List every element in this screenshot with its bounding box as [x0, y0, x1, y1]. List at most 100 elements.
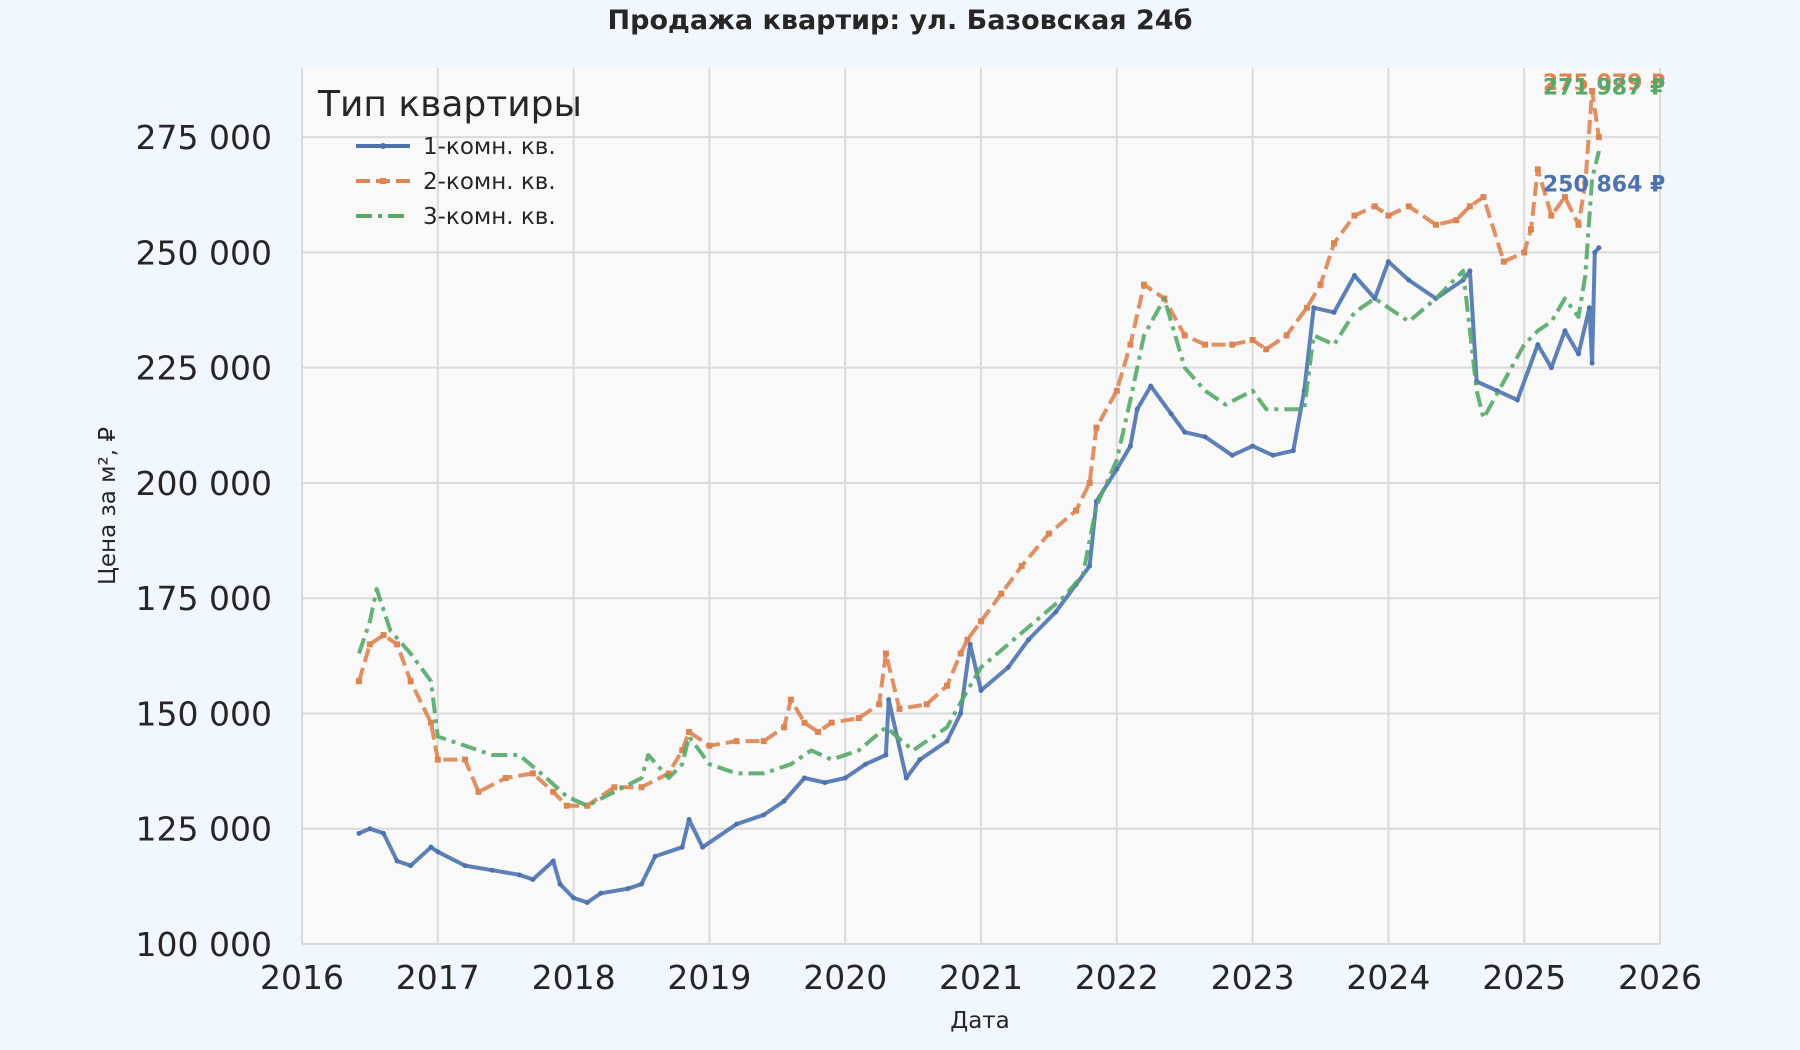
data-point: [1467, 268, 1473, 274]
data-point: [1202, 341, 1209, 348]
end-value-label: 271 987 ₽: [1543, 75, 1665, 100]
data-point: [1596, 245, 1602, 251]
data-point: [1140, 281, 1147, 288]
data-point: [356, 678, 363, 685]
data-point: [516, 872, 522, 878]
data-point: [1371, 203, 1378, 210]
data-point: [1229, 341, 1236, 348]
end-value-label: 250 864 ₽: [1543, 172, 1665, 197]
data-point: [611, 784, 618, 791]
data-point: [1114, 466, 1120, 472]
data-point: [1535, 342, 1541, 348]
data-point: [1576, 351, 1582, 357]
legend-label: 3-комн. кв.: [423, 204, 556, 230]
data-point: [944, 738, 950, 744]
data-point: [1331, 240, 1338, 247]
data-point: [801, 775, 807, 781]
data-point: [408, 863, 414, 869]
data-point: [967, 641, 973, 647]
data-point: [380, 632, 387, 639]
data-point: [998, 590, 1005, 597]
data-point: [1527, 226, 1534, 233]
data-point: [1093, 424, 1100, 431]
x-tick-label: 2025: [1482, 958, 1566, 997]
data-point: [1317, 281, 1324, 288]
data-point: [563, 802, 570, 809]
data-point: [584, 900, 590, 906]
end-labels: 250 864 ₽ 275 079 ₽271 987 ₽: [1543, 71, 1665, 197]
data-point: [957, 650, 964, 657]
data-point: [1290, 448, 1296, 454]
data-point: [828, 719, 835, 726]
y-tick-label: 125 000: [136, 810, 272, 849]
data-point: [1561, 194, 1568, 201]
legend-title: Тип квартиры: [317, 84, 582, 125]
data-point: [1181, 332, 1188, 339]
data-point: [652, 853, 658, 859]
data-point: [855, 715, 862, 722]
data-point: [1521, 249, 1528, 256]
data-point: [394, 858, 400, 864]
data-point: [1432, 221, 1439, 228]
data-point: [1127, 443, 1133, 449]
y-tick-label: 200 000: [136, 464, 272, 503]
data-point: [787, 696, 794, 703]
data-point: [917, 757, 923, 763]
y-tick-label: 175 000: [136, 579, 272, 618]
legend-marker: [380, 178, 386, 184]
data-point: [760, 738, 767, 745]
data-point: [1005, 664, 1011, 670]
data-point: [1045, 530, 1052, 537]
data-point: [1372, 296, 1378, 302]
data-point: [863, 761, 869, 767]
data-point: [1148, 383, 1154, 389]
data-point: [1182, 429, 1188, 435]
data-point: [781, 798, 787, 804]
data-point: [822, 780, 828, 786]
legend: Тип квартиры 1-комн. кв. 2-комн. кв. 3-ком…: [317, 84, 582, 230]
data-point: [876, 701, 883, 708]
data-point: [1263, 346, 1270, 353]
data-point: [1595, 134, 1602, 141]
data-point: [462, 863, 468, 869]
data-point: [557, 881, 563, 887]
series-lines: [356, 88, 1602, 906]
data-point: [1466, 203, 1473, 210]
data-point: [380, 830, 386, 836]
data-point: [1406, 277, 1412, 283]
data-point: [550, 858, 556, 864]
data-point: [801, 719, 808, 726]
data-point: [625, 886, 631, 892]
data-point: [923, 701, 930, 708]
x-tick-label: 2020: [803, 958, 887, 997]
data-point: [1026, 637, 1032, 643]
data-point: [1514, 397, 1520, 403]
data-point: [700, 844, 706, 850]
data-point: [815, 728, 822, 735]
data-point: [1351, 272, 1357, 278]
data-point: [1351, 212, 1358, 219]
data-point: [502, 775, 509, 782]
data-point: [1582, 180, 1589, 187]
data-point: [638, 784, 645, 791]
legend-label: 1-комн. кв.: [423, 134, 556, 160]
data-point: [886, 697, 892, 703]
data-point: [1086, 479, 1093, 486]
data-point: [1385, 259, 1391, 265]
y-tick-label: 150 000: [136, 694, 272, 733]
data-point: [903, 775, 909, 781]
data-point: [1385, 212, 1392, 219]
end-value-label: 275 079 ₽: [1543, 71, 1665, 96]
data-point: [1018, 562, 1025, 569]
data-point: [1127, 341, 1134, 348]
data-point: [679, 747, 686, 754]
data-point: [530, 876, 536, 882]
data-point: [367, 826, 373, 832]
data-point: [665, 770, 672, 777]
data-point: [1053, 609, 1059, 615]
x-axis-title: Дата: [950, 1008, 1010, 1034]
data-point: [529, 770, 536, 777]
legend-marker: [380, 143, 386, 149]
